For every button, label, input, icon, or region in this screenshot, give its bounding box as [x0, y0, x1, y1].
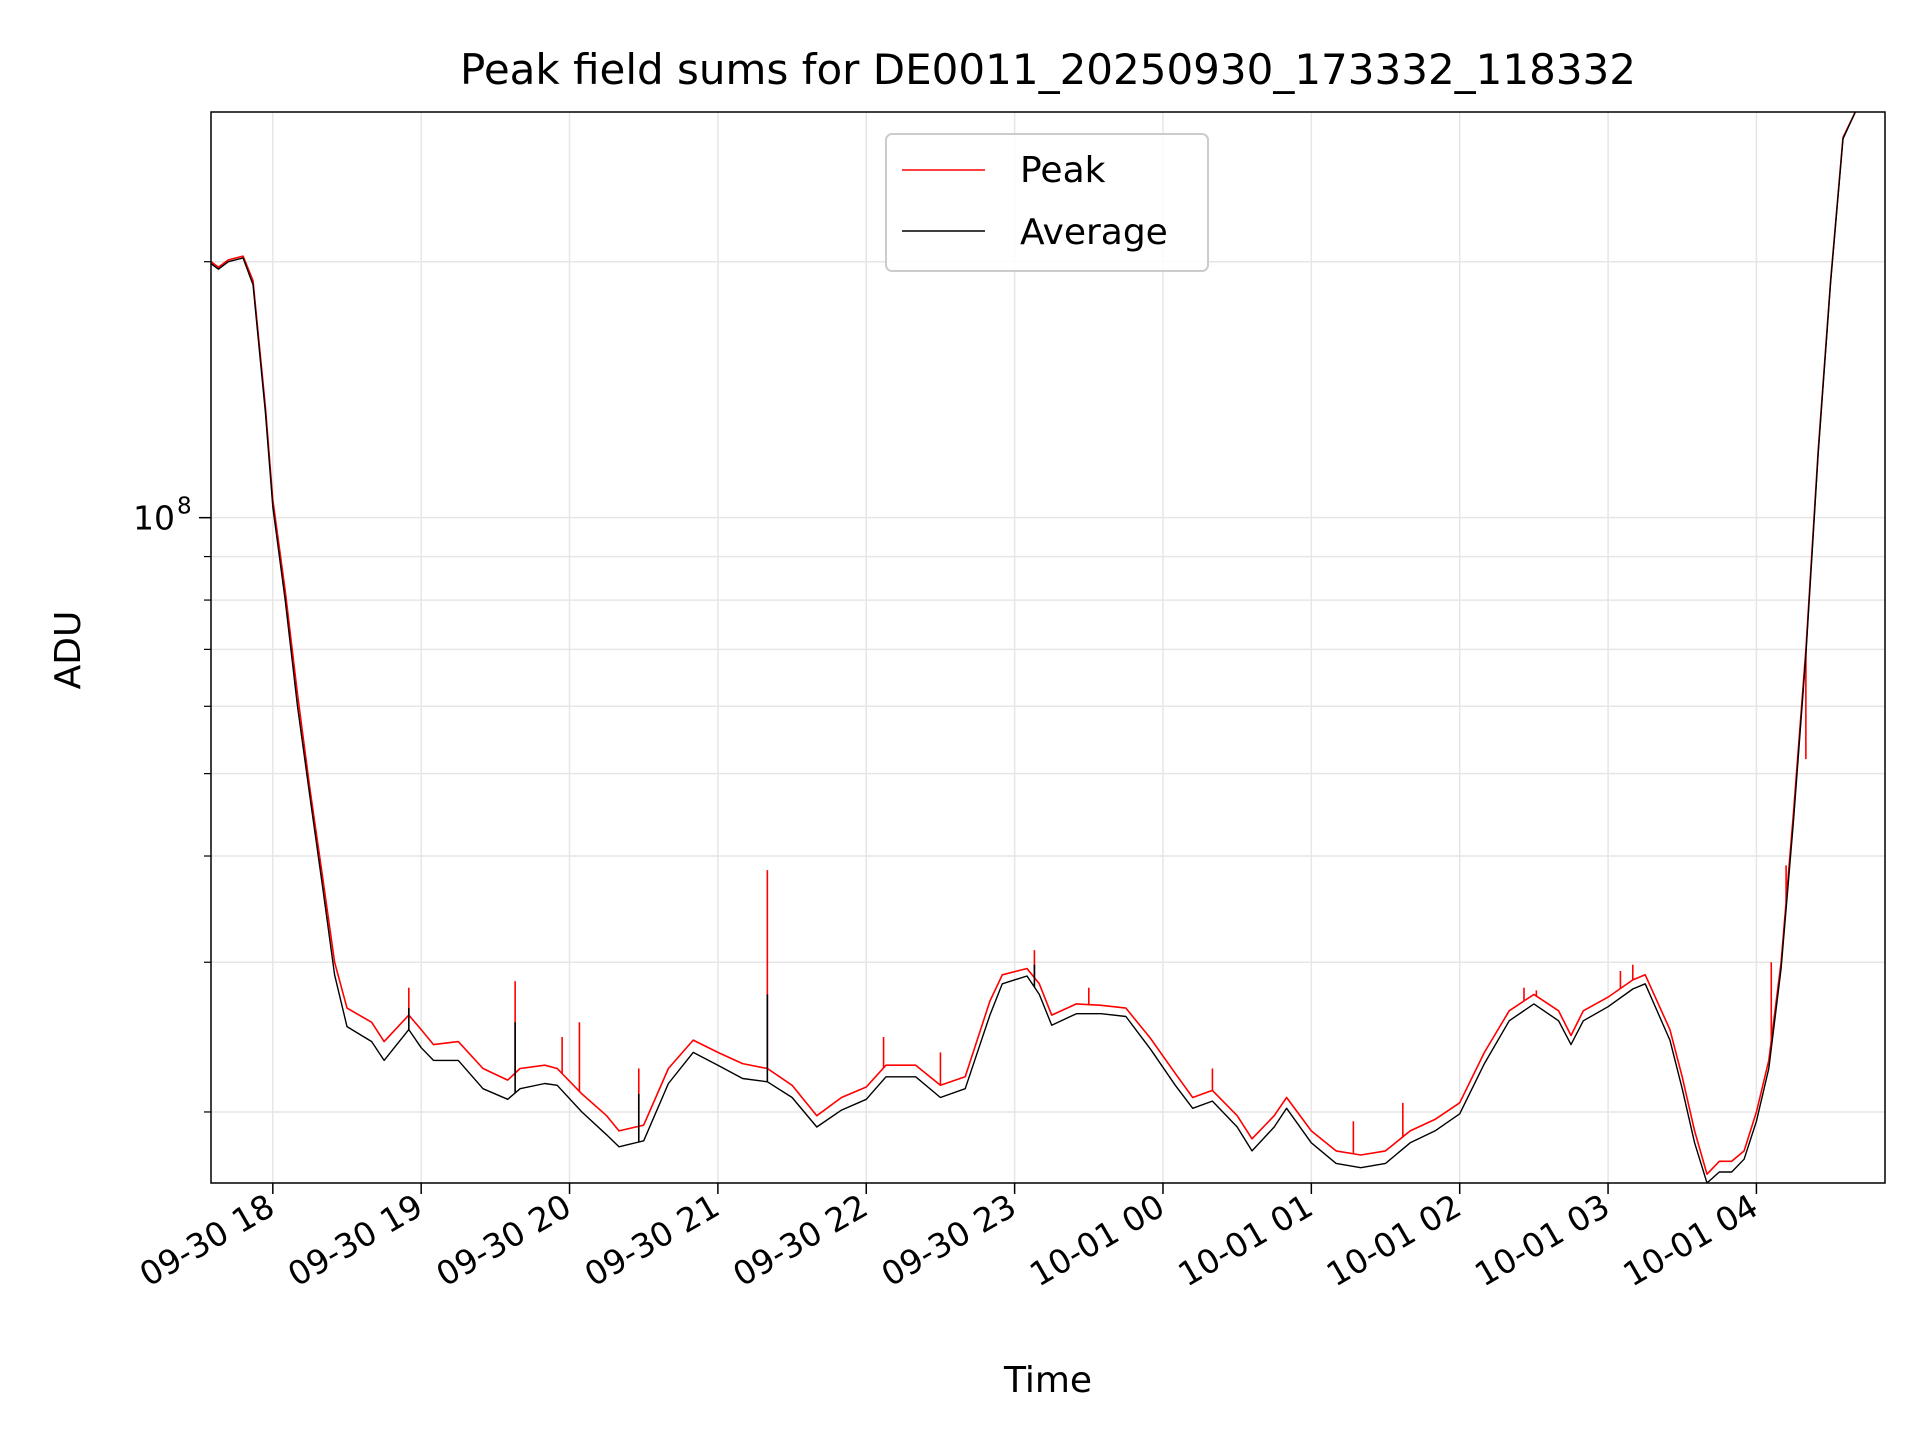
y-tick-label: 10 — [133, 499, 175, 538]
x-axis-label: Time — [1003, 1360, 1092, 1401]
series-line-average — [211, 112, 1856, 1183]
legend-label-average: Average — [1020, 212, 1168, 253]
y-tick-label-exponent: 8 — [177, 494, 192, 520]
plot-frame — [210, 111, 1886, 1184]
grid — [211, 112, 1885, 1183]
series-layer — [211, 112, 1857, 1183]
y-axis-label: ADU — [48, 611, 89, 690]
series-line-peak — [211, 112, 1857, 1175]
legend-box — [885, 133, 1209, 272]
y-tick-label-base: 10 — [133, 499, 175, 538]
legend: Peak Average — [885, 133, 1209, 272]
legend-label-peak: Peak — [1020, 150, 1106, 191]
chart-title: Peak field sums for DE0011_20250930_1733… — [460, 45, 1636, 94]
series-clip-group — [211, 112, 1857, 1183]
